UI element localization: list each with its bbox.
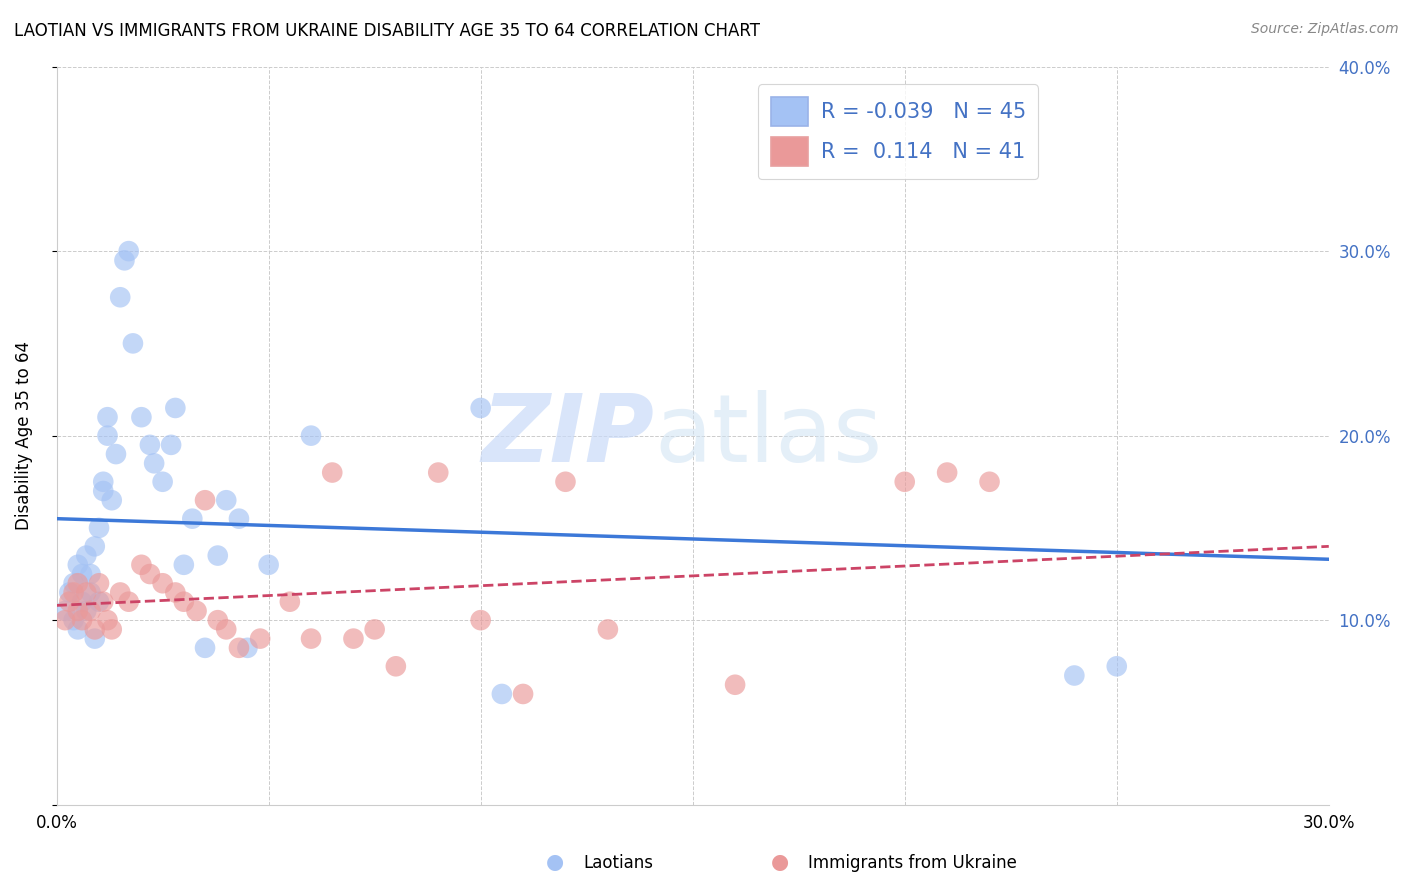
Point: [278, 595, 301, 609]
Point: [1105, 659, 1128, 673]
Point: [114, 253, 136, 268]
Point: [62, 576, 84, 591]
Point: [75, 549, 97, 563]
Point: [91, 595, 114, 609]
Point: [70, 567, 93, 582]
Point: [70, 613, 93, 627]
Point: [427, 466, 450, 480]
Point: [118, 244, 141, 259]
Point: [87, 595, 110, 609]
Point: [165, 401, 187, 415]
Point: [100, 493, 122, 508]
Point: [215, 623, 238, 637]
Point: [321, 466, 343, 480]
Point: [100, 623, 122, 637]
Point: [512, 687, 534, 701]
Point: [66, 576, 89, 591]
Point: [131, 558, 153, 572]
Point: [139, 567, 162, 582]
Text: atlas: atlas: [655, 390, 883, 482]
Point: [118, 595, 141, 609]
Point: [470, 613, 492, 627]
Point: [936, 466, 959, 480]
Point: [152, 475, 174, 489]
Point: [83, 623, 105, 637]
Point: [110, 290, 132, 304]
Point: [215, 493, 238, 508]
Point: [194, 493, 217, 508]
Text: Laotians: Laotians: [583, 855, 654, 872]
Point: [139, 438, 162, 452]
Point: [724, 678, 747, 692]
Point: [87, 521, 110, 535]
Text: ZIP: ZIP: [482, 390, 655, 482]
Point: [91, 475, 114, 489]
Point: [58, 585, 80, 599]
Point: [299, 428, 322, 442]
Point: [228, 511, 250, 525]
Point: [79, 567, 101, 582]
Point: [62, 613, 84, 627]
Point: [96, 410, 118, 425]
Point: [79, 604, 101, 618]
Point: [173, 558, 195, 572]
Text: Immigrants from Ukraine: Immigrants from Ukraine: [808, 855, 1018, 872]
Point: [186, 604, 208, 618]
Point: [363, 623, 385, 637]
Point: [75, 604, 97, 618]
Point: [58, 595, 80, 609]
Point: [181, 511, 204, 525]
Legend: R = -0.039   N = 45, R =  0.114   N = 41: R = -0.039 N = 45, R = 0.114 N = 41: [758, 85, 1039, 178]
Point: [554, 475, 576, 489]
Point: [257, 558, 280, 572]
Point: [342, 632, 364, 646]
Point: [122, 336, 145, 351]
Point: [79, 585, 101, 599]
Point: [66, 558, 89, 572]
Point: [165, 585, 187, 599]
Text: ●: ●: [772, 853, 789, 872]
Point: [160, 438, 183, 452]
Text: ●: ●: [547, 853, 564, 872]
Point: [152, 576, 174, 591]
Point: [75, 585, 97, 599]
Point: [596, 623, 619, 637]
Point: [207, 549, 229, 563]
Point: [893, 475, 915, 489]
Point: [491, 687, 513, 701]
Text: Source: ZipAtlas.com: Source: ZipAtlas.com: [1251, 22, 1399, 37]
Point: [62, 585, 84, 599]
Point: [228, 640, 250, 655]
Point: [236, 640, 259, 655]
Point: [143, 456, 166, 470]
Point: [66, 604, 89, 618]
Point: [53, 604, 76, 618]
Point: [110, 585, 132, 599]
Point: [96, 613, 118, 627]
Point: [70, 595, 93, 609]
Point: [91, 483, 114, 498]
Point: [173, 595, 195, 609]
Point: [470, 401, 492, 415]
Point: [194, 640, 217, 655]
Point: [96, 428, 118, 442]
Point: [104, 447, 127, 461]
Point: [299, 632, 322, 646]
Point: [207, 613, 229, 627]
Point: [249, 632, 271, 646]
Point: [83, 540, 105, 554]
Point: [131, 410, 153, 425]
Point: [1063, 668, 1085, 682]
Point: [53, 613, 76, 627]
Point: [83, 632, 105, 646]
Point: [87, 576, 110, 591]
Text: LAOTIAN VS IMMIGRANTS FROM UKRAINE DISABILITY AGE 35 TO 64 CORRELATION CHART: LAOTIAN VS IMMIGRANTS FROM UKRAINE DISAB…: [14, 22, 761, 40]
Point: [66, 623, 89, 637]
Y-axis label: Disability Age 35 to 64: Disability Age 35 to 64: [15, 341, 32, 530]
Point: [385, 659, 408, 673]
Point: [979, 475, 1001, 489]
